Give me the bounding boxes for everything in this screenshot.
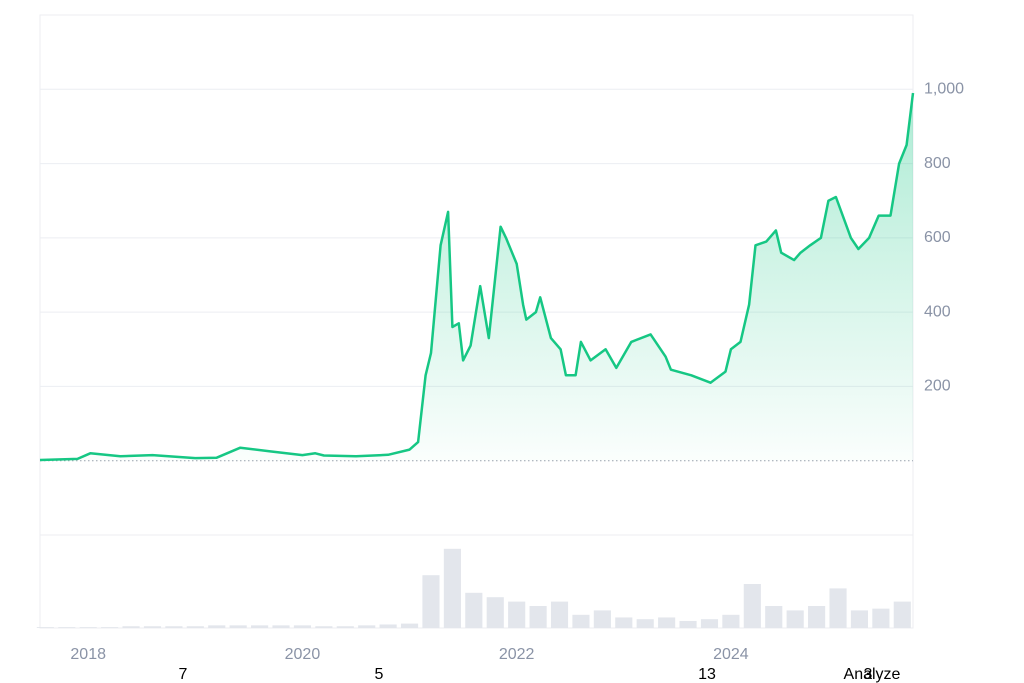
- volume-bar: [422, 575, 440, 628]
- volume-bar: [743, 584, 761, 628]
- volume-bar: [36, 627, 54, 628]
- volume-bar: [229, 625, 247, 628]
- volume-bar: [79, 627, 97, 628]
- volume-bar: [808, 606, 826, 628]
- volume-bar: [765, 606, 783, 628]
- volume-bar: [508, 601, 526, 628]
- volume-bar: [550, 601, 569, 628]
- volume-bar: [379, 624, 397, 628]
- volume-bar: [165, 626, 183, 628]
- volume-bar: [872, 608, 890, 628]
- volume-bar: [529, 606, 547, 628]
- annotation: 3: [864, 666, 873, 683]
- volume-bar: [679, 620, 697, 628]
- volume-bar: [122, 626, 140, 628]
- volume-bar: [722, 614, 740, 628]
- annotation: 7: [179, 666, 188, 683]
- volume-bar: [850, 610, 869, 628]
- volume-bar: [465, 592, 483, 628]
- volume-bar: [636, 619, 654, 628]
- volume-bar: [186, 626, 204, 628]
- volume-bar: [251, 625, 269, 628]
- x-tick-label: 2022: [499, 646, 535, 663]
- x-tick-label: 2020: [285, 646, 321, 663]
- volume-bar: [358, 625, 376, 628]
- annotation: Analyze: [844, 666, 901, 683]
- volume-bar: [786, 610, 804, 628]
- y-tick-label: 400: [924, 303, 951, 320]
- y-tick-label: 200: [924, 378, 951, 395]
- y-tick-label: 800: [924, 155, 951, 172]
- volume-bar: [400, 623, 419, 628]
- volume-bar: [293, 625, 312, 628]
- annotation: 13: [698, 666, 716, 683]
- volume-bar: [615, 617, 633, 628]
- annotation: 5: [375, 666, 384, 683]
- volume-bar: [572, 614, 590, 628]
- area: [40, 93, 913, 461]
- volume-bar: [336, 626, 354, 628]
- volume-bar: [593, 610, 611, 628]
- volume-bar: [658, 617, 676, 628]
- volume-bar: [443, 548, 461, 628]
- volume-bar: [208, 625, 226, 628]
- volume-bar: [315, 626, 333, 628]
- volume-bar: [143, 626, 162, 628]
- x-tick-label: 2024: [713, 646, 749, 663]
- y-tick-label: 1,000: [924, 81, 964, 98]
- volume-bar: [893, 601, 911, 628]
- y-tick-label: 600: [924, 229, 951, 246]
- volume-bar: [700, 619, 719, 628]
- price-line: [39, 92, 915, 462]
- volume-bar: [58, 627, 76, 628]
- volume-bar: [101, 627, 119, 628]
- x-tick-label: 2018: [70, 646, 106, 663]
- volume-bar: [272, 625, 290, 628]
- volume-bar: [829, 588, 847, 628]
- volume-bar: [486, 597, 504, 628]
